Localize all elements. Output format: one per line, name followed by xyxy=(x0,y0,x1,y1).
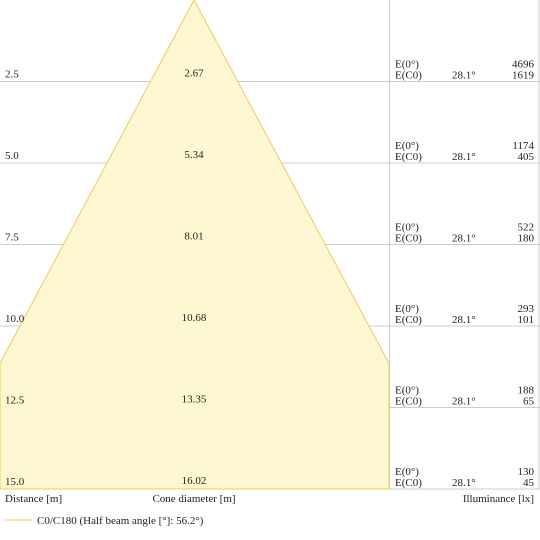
distance-value: 10.0 xyxy=(5,313,25,325)
e0-label: E(0°) xyxy=(395,222,419,234)
cone-diameter-value: 5.34 xyxy=(184,149,204,161)
ec0-label: E(C0) xyxy=(395,477,422,489)
e0-value: 130 xyxy=(518,466,535,478)
ec0-label: E(C0) xyxy=(395,151,422,163)
cone-diameter-value: 8.01 xyxy=(184,231,203,243)
cone-diameter-value: 16.02 xyxy=(182,475,207,487)
e0-value: 522 xyxy=(518,222,535,234)
ec0-label: E(C0) xyxy=(395,396,422,408)
e0-label: E(0°) xyxy=(395,59,419,71)
e0-label: E(0°) xyxy=(395,140,419,152)
ec0-value: 1619 xyxy=(512,70,535,82)
ec0-value: 180 xyxy=(518,233,535,245)
cone-diameter-value: 13.35 xyxy=(182,394,207,406)
cone-diameter-axis-label: Cone diameter [m] xyxy=(152,493,235,505)
e0-label: E(0°) xyxy=(395,466,419,478)
e0-value: 1174 xyxy=(512,140,534,152)
e0-value: 188 xyxy=(518,385,535,397)
illuminance-axis-label: Illuminance [lx] xyxy=(463,493,534,505)
distance-value: 15.0 xyxy=(5,476,25,488)
distance-value: 5.0 xyxy=(5,150,19,162)
e0-label: E(0°) xyxy=(395,303,419,315)
angle-value: 28.1° xyxy=(452,314,476,326)
legend-label: C0/C180 (Half beam angle [°]: 56.2°) xyxy=(37,515,204,527)
e0-value: 4696 xyxy=(512,59,535,71)
ec0-value: 65 xyxy=(523,396,535,408)
angle-value: 28.1° xyxy=(452,151,476,163)
e0-label: E(0°) xyxy=(395,385,419,397)
light-cone xyxy=(0,0,390,490)
ec0-label: E(C0) xyxy=(395,70,422,82)
e0-value: 293 xyxy=(518,303,535,315)
ec0-value: 45 xyxy=(523,477,535,489)
distance-value: 12.5 xyxy=(5,395,25,407)
angle-value: 28.1° xyxy=(452,396,476,408)
ec0-value: 101 xyxy=(518,314,535,326)
distance-value: 7.5 xyxy=(5,232,19,244)
ec0-value: 405 xyxy=(518,151,535,163)
angle-value: 28.1° xyxy=(452,233,476,245)
cone-diameter-value: 10.68 xyxy=(182,312,207,324)
angle-value: 28.1° xyxy=(452,477,476,489)
distance-axis-label: Distance [m] xyxy=(5,493,62,505)
ec0-label: E(C0) xyxy=(395,314,422,326)
distance-value: 2.5 xyxy=(5,69,19,81)
cone-diameter-value: 2.67 xyxy=(184,68,204,80)
angle-value: 28.1° xyxy=(452,70,476,82)
ec0-label: E(C0) xyxy=(395,233,422,245)
